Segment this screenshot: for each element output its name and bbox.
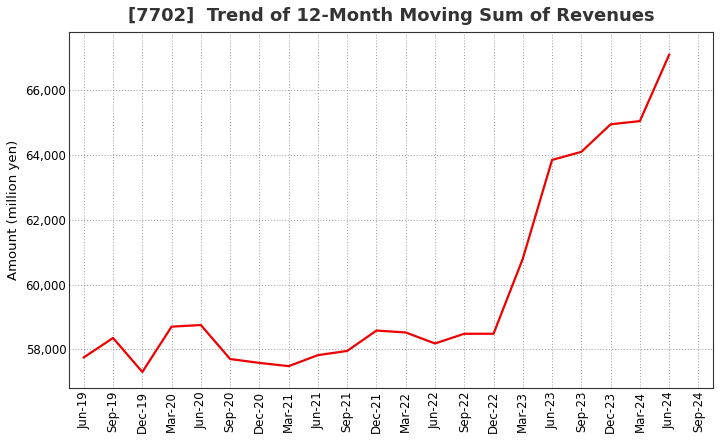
Y-axis label: Amount (million yen): Amount (million yen) — [7, 140, 20, 280]
Title: [7702]  Trend of 12-Month Moving Sum of Revenues: [7702] Trend of 12-Month Moving Sum of R… — [127, 7, 654, 25]
